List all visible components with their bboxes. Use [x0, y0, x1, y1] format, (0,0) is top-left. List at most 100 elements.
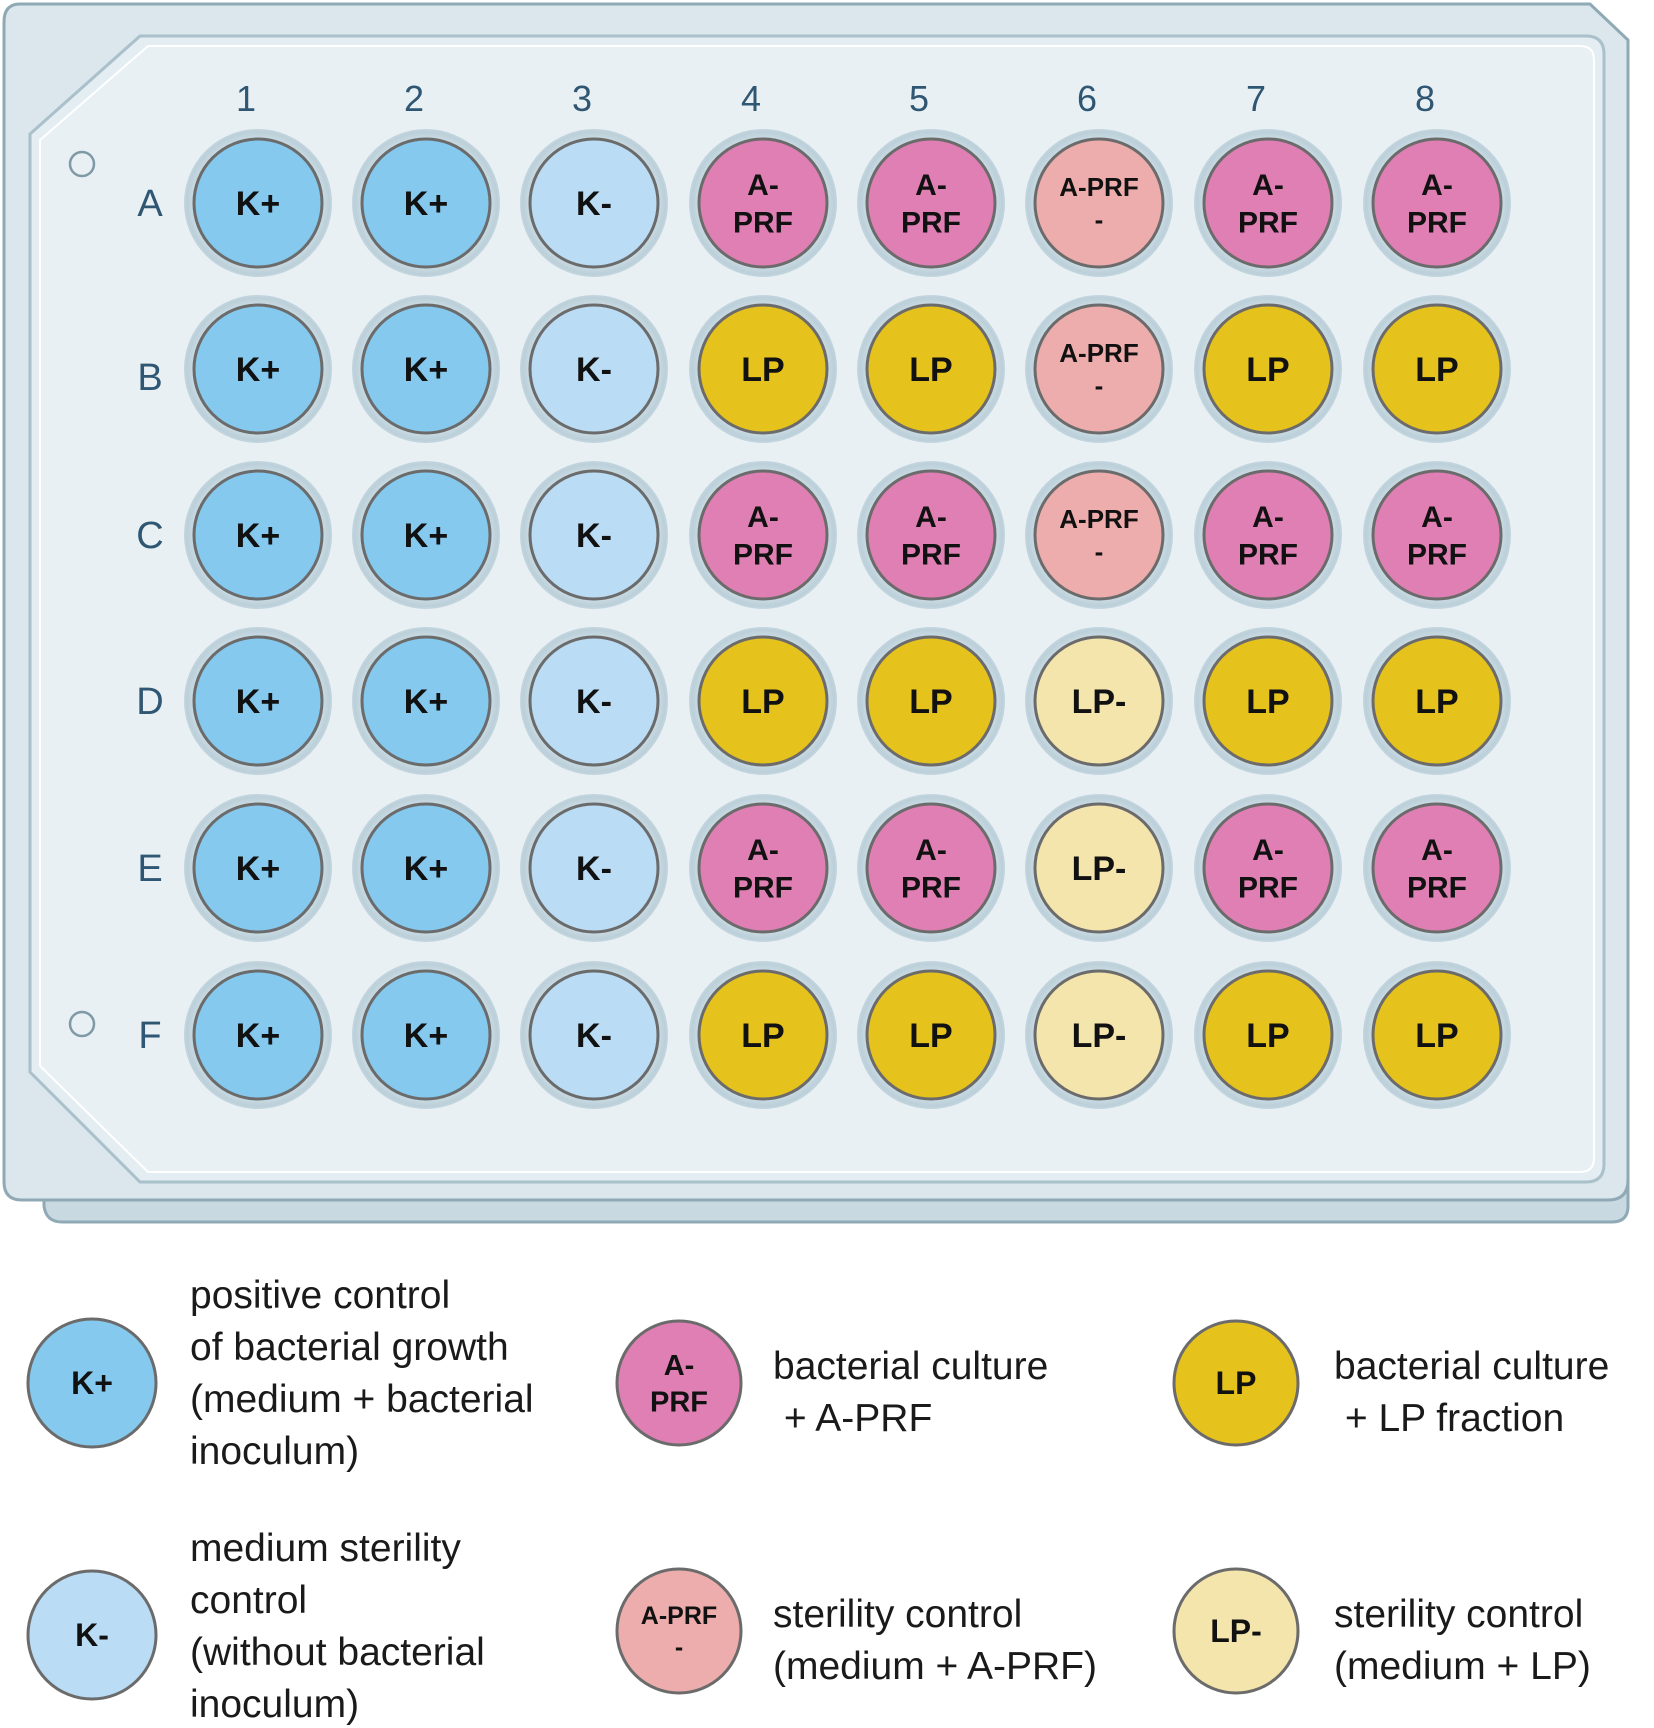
well-label-line: LP- [1072, 850, 1127, 888]
well-C6: A-PRF- [1025, 461, 1173, 609]
well-fill [1202, 469, 1334, 601]
well-fill [1371, 137, 1503, 269]
well-fill [360, 969, 492, 1101]
legend-description-line: control [190, 1579, 307, 1622]
well-label-line: A- [1252, 501, 1284, 534]
well-label-line: PRF [733, 538, 793, 571]
well-D5: LP [857, 627, 1005, 775]
legend-description-line: (without bacterial [190, 1631, 485, 1674]
well-C5: A- PRF [857, 461, 1005, 609]
well-label-line: PRF [1407, 206, 1467, 239]
well-B1: K+ [184, 295, 332, 443]
well-E7: A- PRF [1194, 794, 1342, 942]
well-fill [360, 469, 492, 601]
well-label-line: LP [741, 683, 784, 721]
well-A1: K+ [184, 129, 332, 277]
well-B3: K- [520, 295, 668, 443]
well-label-line: PRF [1407, 538, 1467, 571]
well-fill [192, 469, 324, 601]
well-C2: K+ [352, 461, 500, 609]
legend-item-lpneg: LP-sterility control (medium + LP) [1172, 1567, 1591, 1695]
legend-description-line: positive control [190, 1274, 450, 1317]
legend-description-line: (medium + LP) [1334, 1645, 1591, 1688]
well-label-line: PRF [901, 538, 961, 571]
well-D7: LP [1194, 627, 1342, 775]
well-fill [360, 137, 492, 269]
well-label-line: A-PRF [1059, 172, 1138, 202]
well-label-line: K+ [236, 683, 280, 721]
well-B8: LP [1363, 295, 1511, 443]
well-fill [528, 969, 660, 1101]
well-fill [865, 303, 997, 435]
well-label-line: A- [747, 501, 779, 534]
well-label-line: A- [915, 169, 947, 202]
legend-description-line: sterility control [1334, 1593, 1583, 1636]
well-label-line: - [1095, 370, 1104, 400]
legend-description-line: of bacterial growth [190, 1326, 509, 1369]
legend-swatch [615, 1319, 743, 1447]
well-fill [1371, 635, 1503, 767]
legend-swatch-label: K- [75, 1617, 109, 1653]
well-label-line: K+ [404, 351, 448, 389]
well-label-line: LP- [1072, 683, 1127, 721]
well-label-line: K+ [236, 185, 280, 223]
row-label: F [138, 1015, 161, 1057]
well-label-line: A- [747, 169, 779, 202]
legend-description-line: inoculum) [190, 1430, 359, 1473]
well-label-line: A- [1252, 834, 1284, 867]
well-D6: LP- [1025, 627, 1173, 775]
well-F6: LP- [1025, 961, 1173, 1109]
well-F1: K+ [184, 961, 332, 1109]
well-label-line: K+ [404, 517, 448, 555]
legend-swatch-label: LP- [1210, 1613, 1262, 1649]
well-label-line: PRF [901, 206, 961, 239]
well-E4: A- PRF [689, 794, 837, 942]
well-A8: A- PRF [1363, 129, 1511, 277]
well-fill [1371, 303, 1503, 435]
well-label-line: K+ [236, 1017, 280, 1055]
well-label-line: K+ [404, 850, 448, 888]
well-label-line: K+ [236, 850, 280, 888]
legend-item-kminus: K-medium sterility control (without bacter… [26, 1527, 485, 1726]
legend-swatch-label: K+ [71, 1365, 113, 1401]
well-label-line: A- [915, 834, 947, 867]
legend-swatch [26, 1317, 158, 1449]
well-A2: K+ [352, 129, 500, 277]
legend-description-line: + LP fraction [1334, 1397, 1564, 1440]
well-C4: A- PRF [689, 461, 837, 609]
well-label-line: LP [909, 683, 952, 721]
well-label-line: LP [1246, 1017, 1289, 1055]
well-label-line: PRF [733, 206, 793, 239]
well-fill [1202, 802, 1334, 934]
well-fill [1202, 635, 1334, 767]
well-fill [697, 802, 829, 934]
well-label-line: K+ [236, 517, 280, 555]
well-fill [697, 137, 829, 269]
row-labels: A B C D E F [136, 183, 163, 1057]
well-fill [1033, 635, 1165, 767]
well-C7: A- PRF [1194, 461, 1342, 609]
well-E3: K- [520, 794, 668, 942]
column-label: 8 [1415, 78, 1435, 119]
legend-swatch-label: PRF [650, 1386, 708, 1418]
well-label-line: A- [915, 501, 947, 534]
well-fill [192, 303, 324, 435]
well-E6: LP- [1025, 794, 1173, 942]
well-label-line: A- [1421, 834, 1453, 867]
well-B7: LP [1194, 295, 1342, 443]
well-label-line: K+ [236, 351, 280, 389]
well-fill [360, 303, 492, 435]
legend-swatch-label: LP [1216, 1365, 1257, 1401]
well-F7: LP [1194, 961, 1342, 1109]
well-fill [865, 969, 997, 1101]
well-E2: K+ [352, 794, 500, 942]
well-fill [697, 303, 829, 435]
well-fill [697, 469, 829, 601]
well-label-line: K+ [404, 185, 448, 223]
well-label-line: K+ [404, 683, 448, 721]
well-label-line: LP [909, 1017, 952, 1055]
well-label-line: LP [1415, 683, 1458, 721]
well-label-line: K+ [404, 1017, 448, 1055]
row-label: D [136, 681, 163, 723]
